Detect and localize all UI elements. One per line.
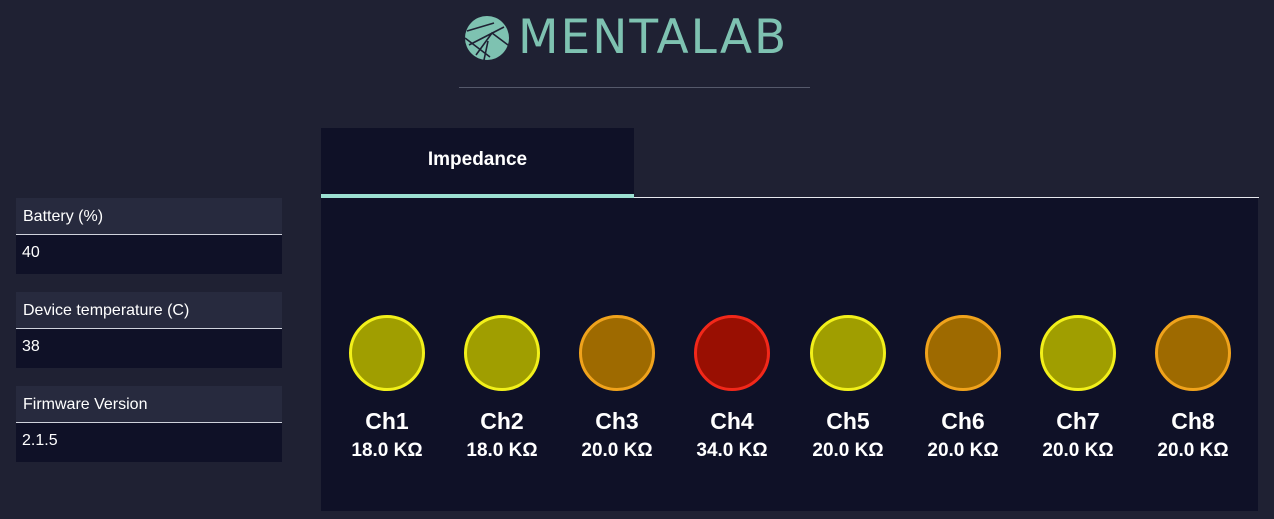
- channel-name: Ch1: [365, 408, 409, 434]
- impedance-value: 20.0 KΩ: [1042, 440, 1114, 461]
- temperature-value: 38: [16, 329, 282, 368]
- channel-4: Ch4 34.0 KΩ: [677, 315, 787, 460]
- temperature-label: Device temperature (C): [16, 292, 282, 329]
- impedance-value: 20.0 KΩ: [812, 440, 884, 461]
- mentalab-logo: MENTALAB: [464, 14, 788, 61]
- impedance-indicator: [694, 315, 770, 391]
- impedance-indicator: [925, 315, 1001, 391]
- battery-label: Battery (%): [16, 198, 282, 235]
- temperature-card: Device temperature (C) 38: [16, 292, 282, 368]
- tab-bar-divider: [634, 197, 1259, 198]
- battery-value: 40: [16, 235, 282, 274]
- tab-impedance[interactable]: Impedance: [321, 128, 634, 195]
- channel-name: Ch7: [1056, 408, 1100, 434]
- channel-1: Ch1 18.0 KΩ: [332, 315, 442, 460]
- impedance-value: 34.0 KΩ: [696, 440, 768, 461]
- impedance-indicator: [810, 315, 886, 391]
- impedance-value: 20.0 KΩ: [1157, 440, 1229, 461]
- channel-7: Ch7 20.0 KΩ: [1023, 315, 1133, 460]
- channel-name: Ch2: [480, 408, 524, 434]
- channel-name: Ch5: [826, 408, 870, 434]
- impedance-indicator: [1155, 315, 1231, 391]
- channel-name: Ch3: [595, 408, 639, 434]
- impedance-value: 18.0 KΩ: [466, 440, 538, 461]
- impedance-indicator: [1040, 315, 1116, 391]
- channel-8: Ch8 20.0 KΩ: [1138, 315, 1248, 460]
- channel-name: Ch8: [1171, 408, 1215, 434]
- impedance-indicator: [464, 315, 540, 391]
- impedance-value: 20.0 KΩ: [927, 440, 999, 461]
- channel-name: Ch6: [941, 408, 985, 434]
- brain-globe-icon: [464, 15, 509, 60]
- active-tab-indicator: [321, 194, 634, 198]
- impedance-value: 18.0 KΩ: [351, 440, 423, 461]
- firmware-card: Firmware Version 2.1.5: [16, 386, 282, 462]
- battery-card: Battery (%) 40: [16, 198, 282, 274]
- channel-3: Ch3 20.0 KΩ: [562, 315, 672, 460]
- channel-5: Ch5 20.0 KΩ: [793, 315, 903, 460]
- firmware-value: 2.1.5: [16, 423, 282, 462]
- brand-name: MENTALAB: [518, 10, 789, 65]
- channel-name: Ch4: [710, 408, 754, 434]
- impedance-value: 20.0 KΩ: [581, 440, 653, 461]
- firmware-label: Firmware Version: [16, 386, 282, 423]
- impedance-indicator: [579, 315, 655, 391]
- impedance-panel: Ch1 18.0 KΩ Ch2 18.0 KΩ Ch3 20.0 KΩ Ch4 …: [321, 198, 1258, 511]
- channel-2: Ch2 18.0 KΩ: [447, 315, 557, 460]
- channel-6: Ch6 20.0 KΩ: [908, 315, 1018, 460]
- impedance-indicator: [349, 315, 425, 391]
- header-divider: [459, 87, 810, 88]
